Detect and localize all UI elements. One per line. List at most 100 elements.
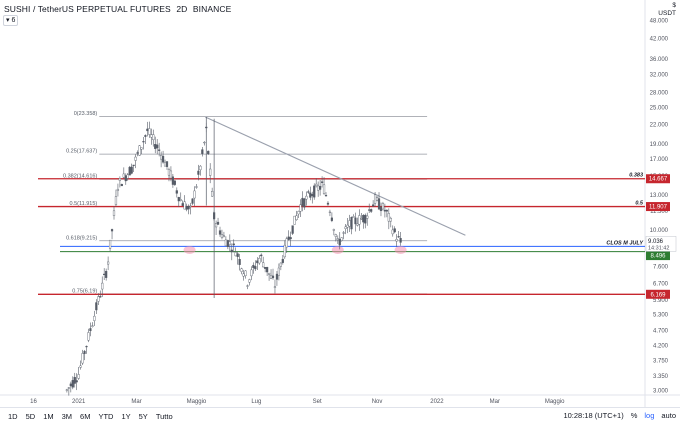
candle-body bbox=[203, 141, 206, 144]
candle-body bbox=[289, 237, 292, 240]
candle-body bbox=[240, 268, 243, 272]
price-tick-label: 25.000 bbox=[650, 106, 669, 112]
candle-body bbox=[120, 184, 123, 187]
candle-body bbox=[220, 234, 224, 238]
candle-body bbox=[383, 209, 386, 212]
candle-body bbox=[112, 210, 116, 216]
candle-body bbox=[271, 275, 275, 279]
currency-label[interactable]: $ USDT bbox=[658, 2, 676, 18]
candle-body bbox=[136, 152, 139, 154]
log-toggle[interactable]: log bbox=[644, 411, 655, 420]
support-zone-marker bbox=[394, 245, 407, 254]
clock-label[interactable]: 10:28:18 (UTC+1) bbox=[563, 411, 624, 420]
candle-body bbox=[360, 218, 363, 220]
range-3m-button[interactable]: 3M bbox=[61, 412, 73, 421]
candle-body bbox=[79, 365, 82, 368]
candle-body bbox=[356, 223, 359, 226]
range-1d-button[interactable]: 1D bbox=[8, 412, 18, 421]
candle-body bbox=[322, 184, 326, 195]
candle-body bbox=[340, 237, 343, 241]
candle-body bbox=[83, 350, 86, 354]
price-tag bbox=[646, 202, 670, 212]
auto-toggle[interactable]: auto bbox=[661, 411, 676, 420]
candle-body bbox=[346, 224, 349, 228]
price-tick-label: 6.700 bbox=[653, 281, 669, 287]
currency-sign: $ bbox=[672, 2, 676, 9]
horizontal-line-label: CLOS M JULY bbox=[606, 240, 644, 246]
candle-body bbox=[334, 234, 337, 237]
candle-body bbox=[309, 192, 312, 198]
fib-level-label: 0.382(14.616) bbox=[63, 174, 97, 180]
candle-body bbox=[320, 181, 324, 183]
candle-body bbox=[163, 161, 167, 167]
candle-body bbox=[114, 196, 118, 205]
candles-group bbox=[65, 116, 402, 396]
bottom-toolbar: 1D 5D 1M 3M 6M YTD 1Y 5Y Tutto 10:28:18 … bbox=[0, 407, 680, 425]
candle-body bbox=[199, 165, 202, 171]
range-all-button[interactable]: Tutto bbox=[155, 412, 173, 421]
candle-body bbox=[77, 374, 80, 379]
last-price-countdown: 14:31:42 bbox=[648, 245, 669, 251]
currency-code: USDT bbox=[658, 10, 676, 17]
candle-body bbox=[364, 214, 367, 224]
last-price-value: 9.036 bbox=[648, 239, 664, 245]
candle-body bbox=[97, 296, 100, 302]
candle-body bbox=[158, 149, 161, 151]
price-chart[interactable]: 48.000 42.000 36.000 32.000 28.000 25.000 22.0… bbox=[0, 0, 680, 407]
candle-body bbox=[71, 380, 74, 388]
candle-body bbox=[362, 214, 365, 223]
time-tick-label: Set bbox=[313, 399, 322, 405]
candle-body bbox=[332, 229, 335, 231]
candle-body bbox=[150, 134, 153, 138]
range-5y-button[interactable]: 5Y bbox=[138, 412, 148, 421]
candle-body bbox=[248, 279, 251, 283]
indicator-toggle[interactable]: ▾ 6 bbox=[3, 15, 19, 26]
candle-body bbox=[238, 259, 241, 265]
candle-body bbox=[348, 220, 351, 227]
candle-body bbox=[350, 217, 353, 230]
candle-body bbox=[372, 204, 375, 207]
price-tick-label: 5.900 bbox=[653, 298, 669, 304]
candle-body bbox=[171, 176, 174, 185]
candle-body bbox=[262, 262, 265, 268]
price-tick-label: 11.500 bbox=[650, 209, 669, 215]
candle-body bbox=[277, 267, 280, 276]
candle-body bbox=[132, 164, 135, 166]
fib-level-label: 0.75(6.19) bbox=[72, 288, 97, 294]
range-ytd-button[interactable]: YTD bbox=[98, 412, 114, 421]
candle-body bbox=[224, 239, 227, 247]
range-1m-button[interactable]: 1M bbox=[43, 412, 54, 421]
candle-body bbox=[260, 254, 263, 257]
range-5d-button[interactable]: 5D bbox=[25, 412, 36, 421]
candle-body bbox=[250, 269, 253, 277]
range-1y-button[interactable]: 1Y bbox=[121, 412, 131, 421]
candle-body bbox=[179, 199, 182, 201]
candle-body bbox=[214, 223, 218, 228]
fib-level-label: 0.5(11.915) bbox=[70, 201, 98, 207]
candle-body bbox=[368, 209, 371, 211]
candle-body bbox=[148, 128, 151, 135]
candle-body bbox=[195, 186, 198, 188]
last-price-tag bbox=[645, 236, 677, 252]
candle-body bbox=[230, 249, 233, 253]
candle-body bbox=[93, 315, 96, 321]
candle-body bbox=[338, 238, 341, 246]
symbol-header[interactable]: SUSHI / TetherUS PERPETUAL FUTURES 2D BI… bbox=[4, 4, 234, 14]
candle-body bbox=[305, 195, 308, 200]
candle-body bbox=[124, 175, 127, 182]
time-tick-label: Lug bbox=[251, 399, 261, 405]
candle-body bbox=[118, 178, 121, 181]
candle-body bbox=[254, 266, 257, 270]
fib-level-label: 0.618(9.215) bbox=[66, 235, 97, 241]
candle-body bbox=[138, 145, 141, 156]
candle-body bbox=[211, 191, 214, 197]
range-6m-button[interactable]: 6M bbox=[80, 412, 91, 421]
candle-body bbox=[108, 239, 112, 249]
candle-body bbox=[399, 238, 402, 243]
percent-toggle[interactable]: % bbox=[630, 411, 638, 420]
candle-body bbox=[313, 185, 316, 198]
time-tick-label: Mar bbox=[131, 399, 141, 405]
candle-body bbox=[91, 325, 94, 327]
candle-body bbox=[177, 197, 180, 202]
candle-body bbox=[344, 226, 347, 229]
